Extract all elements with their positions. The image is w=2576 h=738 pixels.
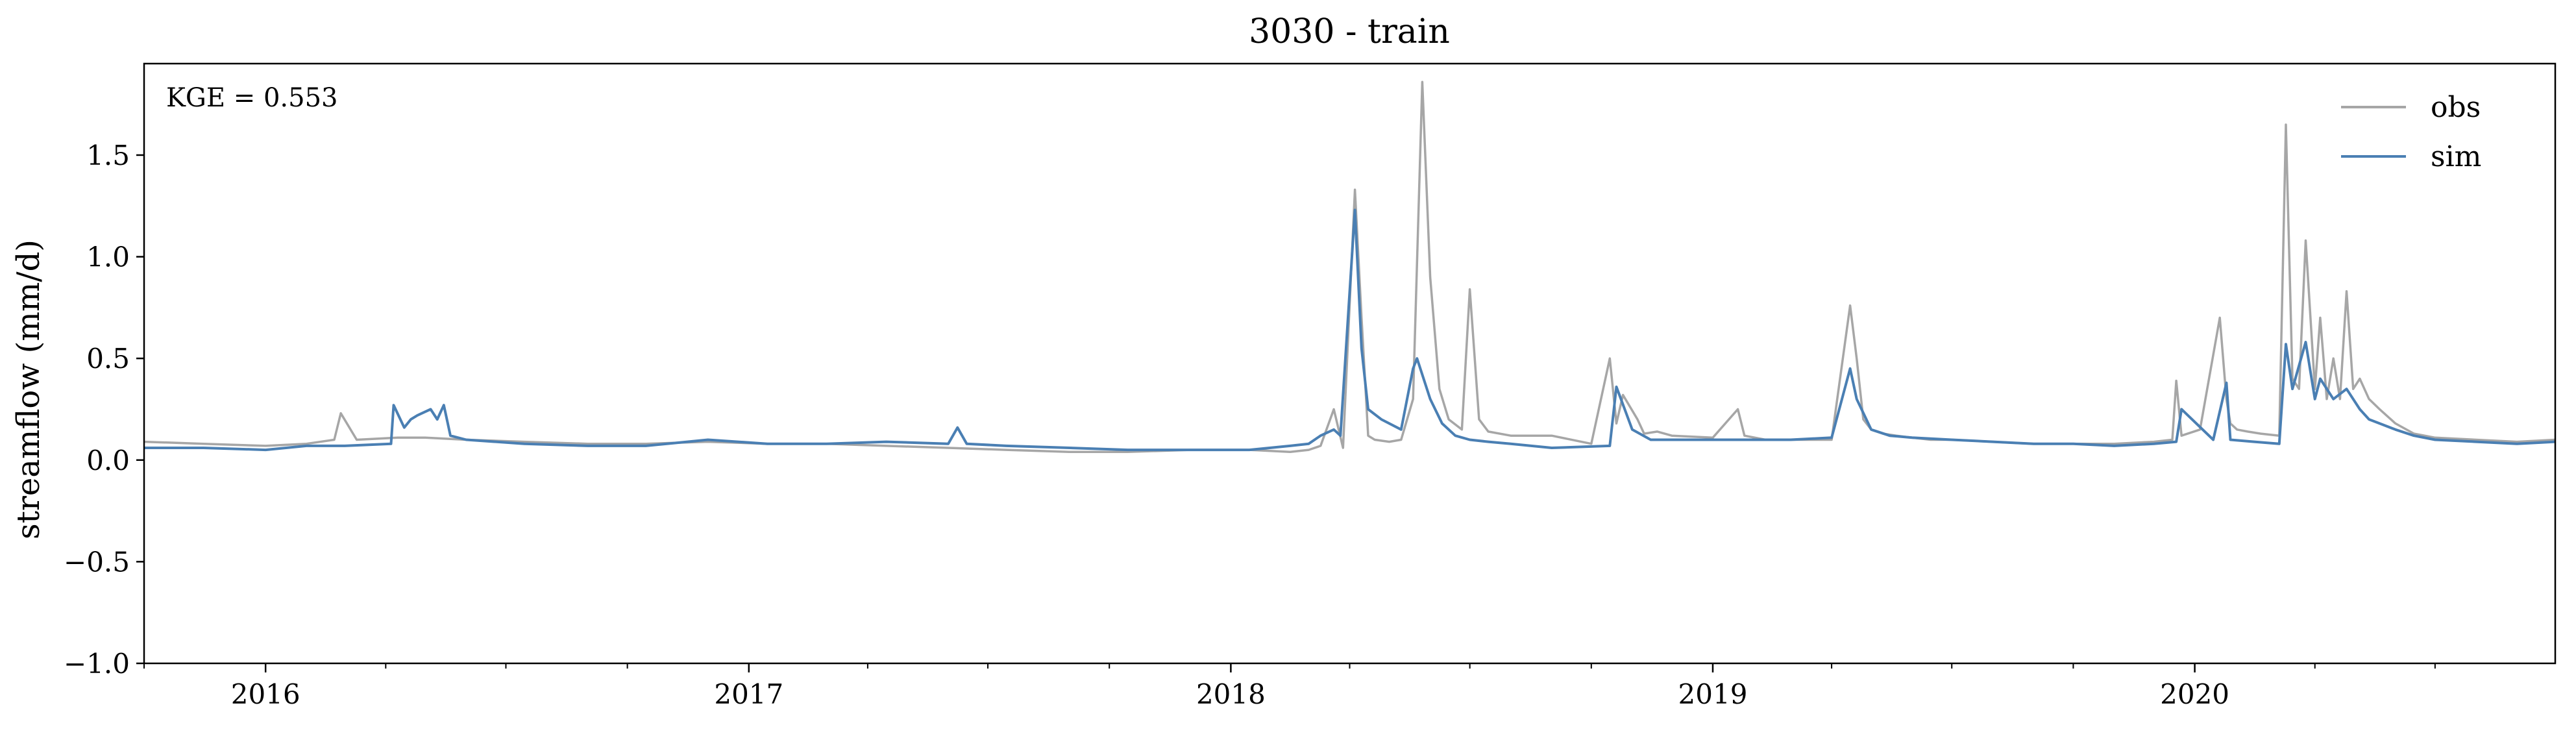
y-tick-label: −0.5: [64, 546, 130, 578]
x-tick-label: 2016: [231, 678, 301, 710]
chart-title: 3030 - train: [1249, 12, 1450, 51]
y-tick-label: 1.5: [86, 140, 130, 171]
legend-label-sim: sim: [2431, 140, 2481, 173]
kge-annotation: KGE = 0.553: [166, 83, 338, 113]
legend: obs sim: [2341, 91, 2481, 173]
axes-frame: [143, 62, 2557, 665]
legend-label-obs: obs: [2431, 91, 2481, 124]
series-line-obs: [143, 80, 2556, 454]
x-tick-label: 2017: [714, 678, 783, 710]
x-tick-label: 2020: [2160, 678, 2229, 710]
plot-area: [143, 80, 2556, 454]
x-tick-label: 2018: [1196, 678, 1266, 710]
axes: −1.0 −0.5 0.0 0.5 1.0 1.5 2016 2017 2018 2019 2020: [64, 62, 2557, 710]
y-axis-label: streamflow (mm/d): [10, 240, 47, 539]
y-tick-label: 1.0: [86, 241, 130, 273]
series-line-sim: [144, 208, 2556, 452]
y-tick-label: −1.0: [64, 648, 130, 680]
y-tick-label: 0.0: [86, 445, 130, 476]
y-tick-label: 0.5: [86, 343, 130, 375]
x-tick-label: 2019: [1678, 678, 1748, 710]
